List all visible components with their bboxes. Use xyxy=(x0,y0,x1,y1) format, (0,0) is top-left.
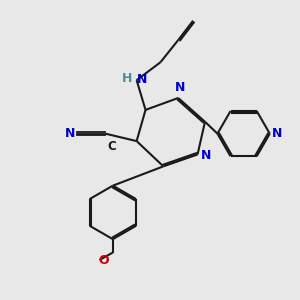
Text: N: N xyxy=(65,127,76,140)
Text: N: N xyxy=(175,81,185,94)
Text: N: N xyxy=(137,73,148,86)
Text: N: N xyxy=(201,149,211,162)
Text: H: H xyxy=(122,72,132,85)
Text: N: N xyxy=(272,127,283,140)
Text: C: C xyxy=(107,140,116,153)
Text: O: O xyxy=(99,254,109,267)
